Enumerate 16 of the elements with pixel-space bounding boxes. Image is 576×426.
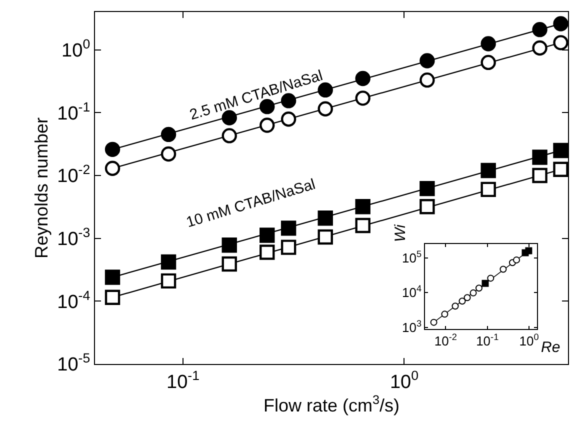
x-axis-title: Re	[541, 339, 560, 356]
y-tick-label: 10$^{-4}$	[57, 288, 90, 313]
y-tick-label: 10$^{-5}$	[57, 350, 90, 376]
y-tick-label: 10$^{5}$	[402, 248, 422, 266]
x-tick-label: 10$^{-2}$	[434, 332, 457, 348]
y-axis-title: Reynolds number	[31, 117, 52, 259]
y-tick-label: 10$^{-3}$	[57, 225, 90, 250]
y-tick-label: 10$^{-2}$	[57, 162, 90, 188]
y-tick-label: 10$^{3}$	[402, 318, 422, 335]
x-axis-title: Flow rate (cm$^{3}$/s)	[263, 392, 400, 416]
y-tick-label: 10$^{4}$	[402, 284, 422, 300]
x-tick-label: 10$^{0}$	[519, 332, 539, 348]
y-tick-label: 10$^{0}$	[62, 36, 90, 62]
y-tick-label: 10$^{-1}$	[57, 99, 90, 124]
x-tick-label: 10$^{-1}$	[476, 332, 499, 348]
y-axis-title: Wi	[392, 224, 410, 242]
